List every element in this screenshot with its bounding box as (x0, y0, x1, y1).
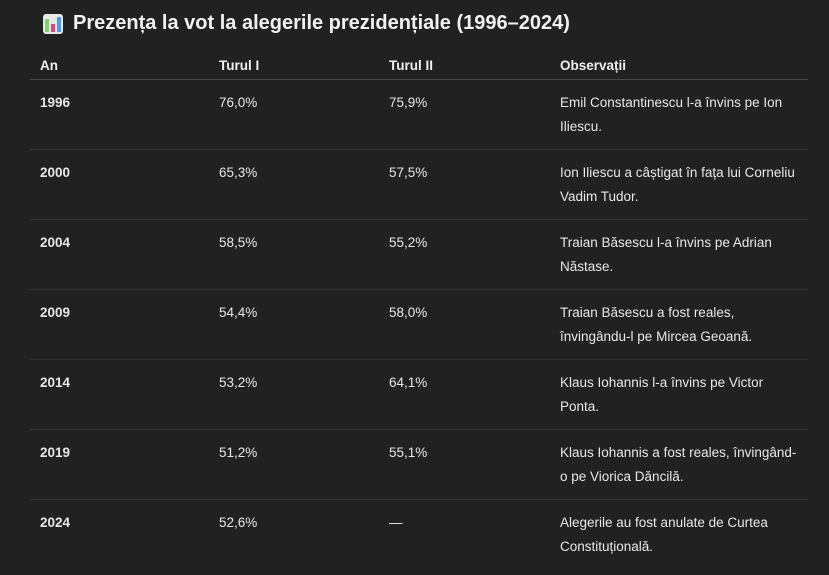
cell-round1: 53,2% (209, 359, 379, 430)
cell-notes: Ion Iliescu a câștigat în fața lui Corne… (550, 149, 808, 220)
table-row: 2009 54,4% 58,0% Traian Băsescu a fost real… (30, 289, 808, 360)
cell-round2: 75,9% (379, 79, 550, 150)
cell-notes: Klaus Iohannis a fost reales, învingând-… (550, 429, 808, 500)
cell-round2: 55,2% (379, 219, 550, 290)
cell-year: 2004 (30, 219, 209, 290)
table-row: 2004 58,5% 55,2% Traian Băsescu l-a învins … (30, 219, 808, 290)
cell-round1: 52,6% (219, 515, 258, 530)
bar-chart-icon (42, 13, 64, 35)
header-round1: Turul I (209, 53, 379, 80)
cell-year: 1996 (30, 79, 209, 150)
cell-round2: 55,1% (379, 429, 550, 500)
page-title: Prezența la vot la alegerile prezidenția… (42, 12, 570, 35)
cell-notes: Traian Băsescu l-a învins pe Adrian Năst… (550, 219, 808, 290)
cell-round1: 76,0% (209, 79, 379, 150)
table-row: 2019 51,2% 55,1% Klaus Iohannis a fost real… (30, 429, 808, 500)
cell-notes: Klaus Iohannis l-a învins pe Victor Pont… (550, 359, 808, 430)
cell-year: 2000 (30, 149, 209, 220)
header-notes: Observații (550, 53, 808, 80)
cell-year: 2019 (30, 429, 209, 500)
turnout-table: An Turul I Turul II Observații 1996 76,0%… (30, 53, 808, 569)
cell-round2: 58,0% (379, 289, 550, 360)
cell-round2: 64,1% (379, 359, 550, 430)
cell-year: 2009 (30, 289, 209, 360)
cell-round1: 51,2% (209, 429, 379, 500)
cell-round2: — (389, 515, 403, 530)
cell-year: 2014 (30, 359, 209, 430)
cell-round1: 65,3% (209, 149, 379, 220)
cell-round1: 58,5% (209, 219, 379, 290)
table-row: 2000 65,3% 57,5% Ion Iliescu a câștigat în … (30, 149, 808, 220)
table-header-row: An Turul I Turul II Observații (30, 53, 808, 80)
table-row: 1996 76,0% 75,9% Emil Constantinescu l-a în… (30, 79, 808, 150)
table-row: 2024 52,6% — Alegerile au fost anulate de C… (30, 500, 808, 570)
cell-round2: 57,5% (379, 149, 550, 220)
cell-notes: Traian Băsescu a fost reales, învingându… (550, 289, 808, 360)
table-row: 2014 53,2% 64,1% Klaus Iohannis l-a învins … (30, 359, 808, 430)
cell-year: 2024 (40, 515, 71, 530)
cell-notes: Emil Constantinescu l-a învins pe Ion Il… (550, 79, 808, 150)
cell-notes: Alegerile au fost anulate de Curtea Cons… (560, 515, 768, 554)
header-year: An (30, 53, 209, 80)
page-title-text: Prezența la vot la alegerile prezidenția… (73, 12, 570, 34)
header-round2: Turul II (379, 53, 550, 80)
cell-round1: 54,4% (209, 289, 379, 360)
